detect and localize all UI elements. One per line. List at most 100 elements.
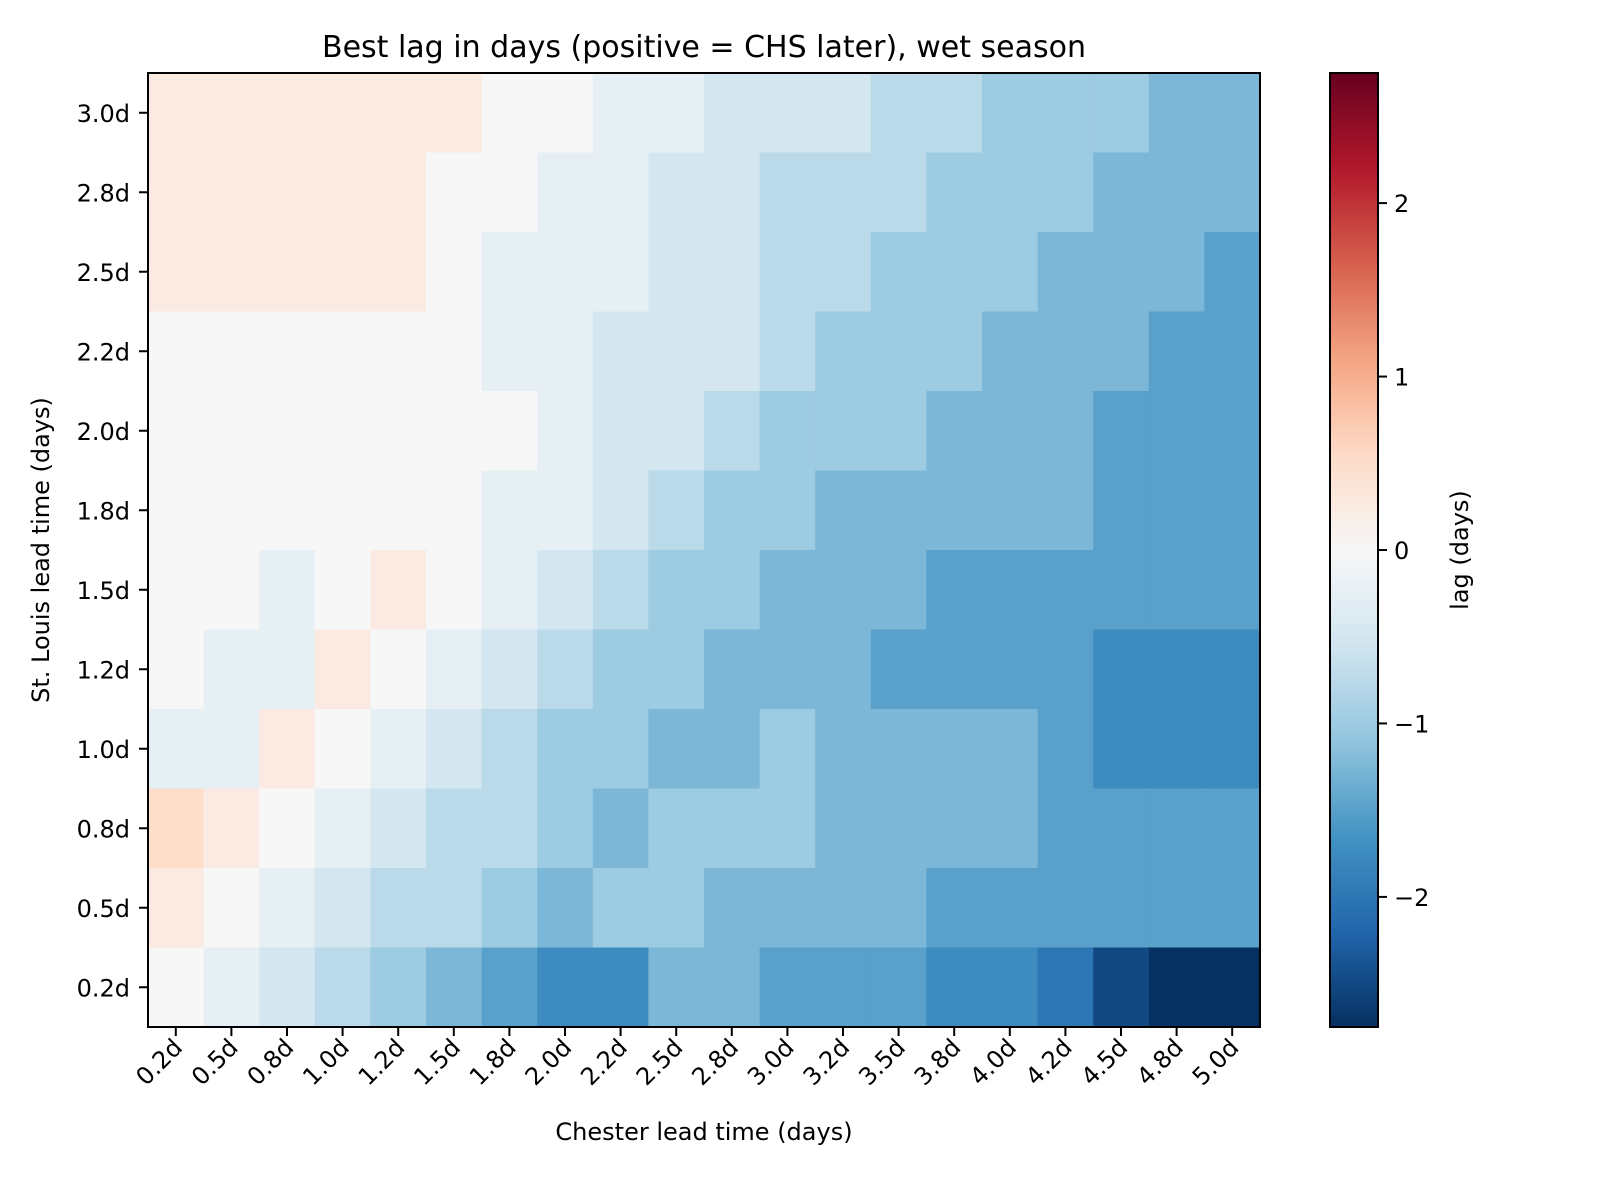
heatmap-cell: [203, 868, 260, 949]
heatmap-cell: [259, 868, 316, 949]
heatmap-cell: [1148, 311, 1205, 392]
heatmap-cell: [203, 470, 260, 551]
heatmap-cell: [982, 232, 1039, 313]
heatmap-cell: [982, 311, 1039, 392]
heatmap-cell: [1037, 391, 1094, 472]
heatmap-cell: [148, 391, 205, 472]
heatmap-cell: [426, 550, 483, 631]
heatmap-cell: [481, 73, 538, 154]
y-tick-label: 1.5d: [77, 577, 130, 605]
heatmap-cell: [1204, 947, 1261, 1028]
heatmap-cell: [1093, 709, 1150, 790]
heatmap-cell: [259, 629, 316, 710]
heatmap-cell: [870, 550, 927, 631]
heatmap-cell: [370, 868, 427, 949]
heatmap-cell: [1204, 709, 1261, 790]
y-tick-label: 2.2d: [77, 338, 130, 366]
heatmap-cell: [314, 470, 371, 551]
heatmap-cell: [370, 947, 427, 1028]
y-tick-label: 2.8d: [77, 179, 130, 207]
y-tick-label: 1.0d: [77, 736, 130, 764]
heatmap-cell: [1093, 868, 1150, 949]
heatmap-cell: [1148, 391, 1205, 472]
heatmap-cell: [537, 550, 594, 631]
heatmap-cell: [926, 629, 983, 710]
y-tick-label: 2.5d: [77, 259, 130, 287]
heatmap-cell: [1093, 232, 1150, 313]
heatmap-cell: [426, 788, 483, 869]
heatmap-cell: [704, 73, 761, 154]
heatmap-cell: [1148, 232, 1205, 313]
heatmap-cell: [1204, 152, 1261, 233]
heatmap-cell: [870, 232, 927, 313]
heatmap-cell: [203, 391, 260, 472]
heatmap-cell: [982, 629, 1039, 710]
heatmap-cell: [759, 629, 816, 710]
x-tick-label: 4.8d: [1131, 1033, 1189, 1091]
heatmap-cell: [648, 629, 705, 710]
heatmap-cell: [648, 788, 705, 869]
heatmap-cell: [1093, 391, 1150, 472]
heatmap-cell: [426, 311, 483, 392]
heatmap-cell: [759, 311, 816, 392]
heatmap-cell: [314, 232, 371, 313]
x-tick-label: 3.5d: [853, 1033, 911, 1091]
heatmap-cell: [870, 311, 927, 392]
x-tick-label: 3.0d: [742, 1033, 800, 1091]
plot-frame: [147, 72, 1261, 1028]
heatmap-cell: [982, 788, 1039, 869]
heatmap-cell: [926, 391, 983, 472]
heatmap-cell: [426, 232, 483, 313]
heatmap-cell: [370, 629, 427, 710]
heatmap-cell: [259, 73, 316, 154]
colorbar-tick-label: 2: [1394, 190, 1409, 218]
heatmap-cell: [370, 391, 427, 472]
heatmap-cell: [481, 152, 538, 233]
x-tick-label: 1.2d: [353, 1033, 411, 1091]
heatmap-cell: [592, 391, 649, 472]
x-tick-label: 2.8d: [686, 1033, 744, 1091]
heatmap-cell: [704, 152, 761, 233]
heatmap-cell: [314, 947, 371, 1028]
heatmap-cell: [259, 947, 316, 1028]
heatmap-cell: [1093, 73, 1150, 154]
colorbar-tick-label: −2: [1394, 884, 1429, 912]
heatmap-cell: [704, 550, 761, 631]
heatmap-cell: [592, 788, 649, 869]
heatmap-cell: [926, 232, 983, 313]
heatmap-cell: [148, 470, 205, 551]
x-tick-label: 2.5d: [631, 1033, 689, 1091]
heatmap-cell: [370, 788, 427, 869]
heatmap-cell: [648, 311, 705, 392]
heatmap-cell: [1093, 550, 1150, 631]
heatmap-cell: [870, 391, 927, 472]
heatmap-cell: [1037, 947, 1094, 1028]
x-tick-label: 1.8d: [464, 1033, 522, 1091]
heatmap-cell: [259, 788, 316, 869]
heatmap-cell: [870, 152, 927, 233]
heatmap-cell: [203, 629, 260, 710]
heatmap-cell: [704, 391, 761, 472]
heatmap-cell: [314, 629, 371, 710]
heatmap-cell: [1148, 947, 1205, 1028]
heatmap-cell: [704, 709, 761, 790]
heatmap-cell: [648, 550, 705, 631]
heatmap-cell: [1204, 311, 1261, 392]
heatmap-cell: [148, 947, 205, 1028]
heatmap-cell: [592, 152, 649, 233]
heatmap-cell: [259, 311, 316, 392]
x-tick-label: 1.5d: [408, 1033, 466, 1091]
colorbar-tick-label: 0: [1394, 537, 1409, 565]
heatmap-cell: [815, 868, 872, 949]
heatmap-cells: [148, 73, 1261, 1028]
heatmap-cell: [815, 709, 872, 790]
heatmap-cell: [314, 550, 371, 631]
heatmap-cell: [481, 311, 538, 392]
heatmap-cell: [1037, 868, 1094, 949]
heatmap-cell: [648, 152, 705, 233]
heatmap-cell: [982, 550, 1039, 631]
heatmap-cell: [759, 709, 816, 790]
heatmap-cell: [1037, 232, 1094, 313]
heatmap-cell: [926, 947, 983, 1028]
heatmap-cell: [815, 470, 872, 551]
